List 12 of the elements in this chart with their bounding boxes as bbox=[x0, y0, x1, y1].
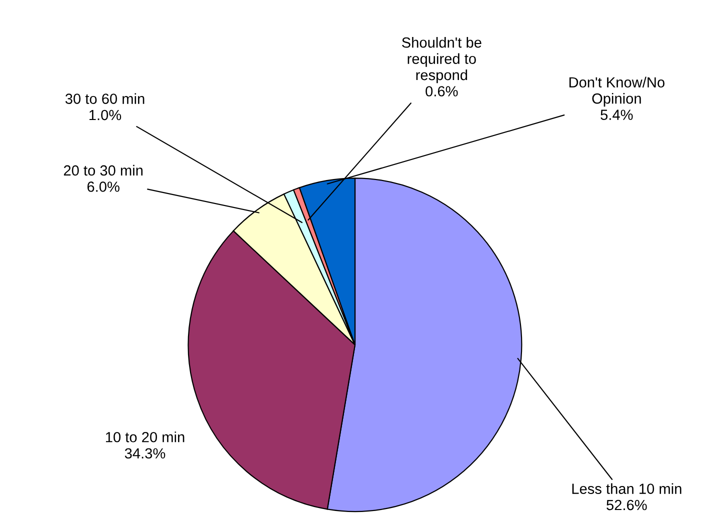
data-label: 1.0% bbox=[89, 110, 122, 120]
slice-label: 10 to 20 min bbox=[106, 432, 184, 442]
data-label: 34.3% bbox=[124, 448, 166, 459]
data-label: 5.4% bbox=[600, 110, 633, 120]
slice-label: Shouldn't be required to respond bbox=[402, 37, 482, 84]
slice-label: Less than 10 min bbox=[572, 483, 682, 494]
slice-label: 30 to 60 min bbox=[65, 93, 144, 104]
data-label: 52.6% bbox=[606, 500, 647, 510]
slice-label: Don't Know/No Opinion bbox=[569, 76, 664, 107]
data-label: 0.6% bbox=[426, 86, 458, 96]
slice-label: 20 to 30 min bbox=[64, 164, 143, 176]
data-label: 6.0% bbox=[87, 182, 120, 192]
